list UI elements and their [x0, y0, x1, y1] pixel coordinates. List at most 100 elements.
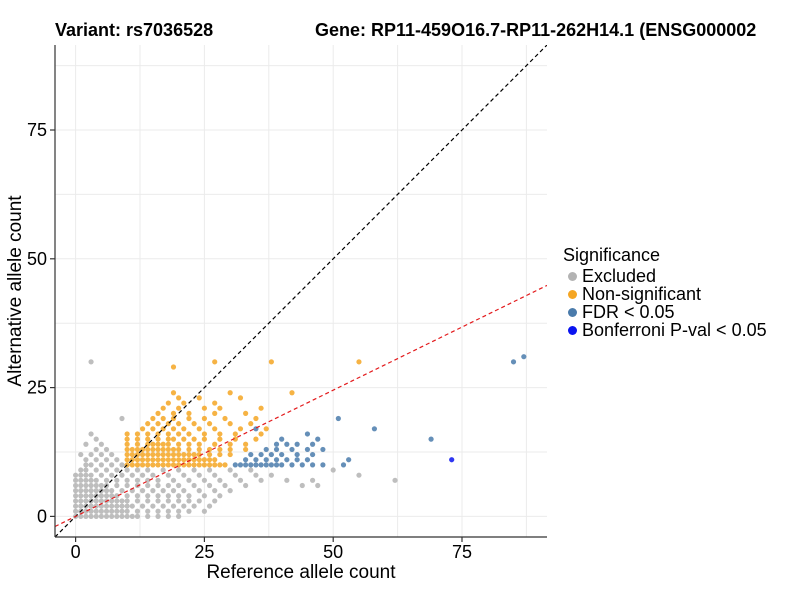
point-excluded [93, 457, 99, 463]
point-excluded [139, 488, 146, 494]
point-fdr-0-05 [309, 441, 316, 447]
point-non-significant [155, 446, 161, 453]
point-excluded [227, 488, 233, 494]
point-non-significant [191, 451, 197, 458]
point-excluded [78, 498, 84, 504]
point-excluded [176, 513, 182, 519]
point-excluded [88, 451, 94, 458]
point-excluded [78, 467, 84, 473]
point-non-significant [289, 390, 295, 396]
point-excluded [119, 415, 125, 422]
point-excluded [73, 508, 79, 514]
point-excluded [103, 513, 110, 519]
point-excluded [227, 467, 233, 473]
point-excluded [119, 503, 125, 509]
point-excluded [160, 488, 166, 494]
point-excluded [356, 472, 362, 478]
point-excluded [88, 493, 94, 499]
point-excluded [134, 467, 141, 473]
point-non-significant [145, 431, 151, 437]
point-excluded [145, 513, 151, 519]
point-excluded [119, 508, 125, 514]
point-excluded [73, 472, 79, 478]
point-non-significant [134, 462, 141, 468]
point-non-significant [134, 436, 141, 442]
point-excluded [330, 467, 336, 473]
legend-label-fdr: FDR < 0.05 [582, 301, 675, 322]
point-non-significant [356, 359, 362, 365]
point-excluded [119, 513, 125, 519]
point-fdr-0-05 [248, 462, 254, 468]
point-fdr-0-05 [263, 462, 269, 468]
point-excluded [176, 493, 182, 499]
point-excluded [114, 467, 120, 473]
point-excluded [170, 477, 177, 483]
reference-line-fit [55, 284, 547, 528]
point-non-significant [176, 395, 182, 401]
point-non-significant [170, 436, 177, 442]
legend-label-excluded: Excluded [582, 265, 657, 286]
point-non-significant [170, 451, 177, 458]
point-non-significant [165, 462, 171, 468]
point-excluded [114, 498, 120, 504]
point-excluded [109, 488, 115, 494]
point-non-significant [170, 426, 177, 432]
point-excluded [103, 493, 110, 499]
point-non-significant [253, 415, 259, 422]
point-excluded [73, 503, 79, 509]
x-tick-label: 50 [323, 542, 343, 562]
point-excluded [145, 508, 151, 514]
point-fdr-0-05 [304, 446, 311, 453]
y-tick-label: 0 [37, 506, 47, 526]
point-non-significant [201, 436, 208, 442]
point-fdr-0-05 [273, 441, 280, 447]
point-excluded [191, 503, 197, 509]
point-non-significant [165, 441, 171, 447]
point-non-significant [160, 405, 166, 411]
point-non-significant [243, 446, 249, 453]
legend-dot-non-significant [568, 289, 577, 299]
point-fdr-0-05 [304, 431, 311, 437]
point-excluded [83, 467, 89, 473]
point-non-significant [145, 436, 151, 442]
point-excluded [196, 498, 202, 504]
legend-item-fdr: FDR < 0.05 [563, 301, 767, 322]
point-non-significant [191, 436, 197, 442]
point-non-significant [124, 446, 130, 453]
point-excluded [201, 493, 208, 499]
point-non-significant [124, 431, 130, 437]
point-excluded [155, 482, 161, 489]
point-excluded [124, 503, 130, 509]
point-excluded [109, 503, 115, 509]
point-excluded [88, 503, 94, 509]
point-excluded [83, 472, 89, 478]
legend-dot-excluded [568, 271, 577, 281]
point-non-significant [129, 446, 135, 453]
x-tick-label: 75 [452, 542, 472, 562]
point-excluded [73, 482, 79, 489]
point-non-significant [124, 457, 130, 463]
point-excluded [119, 462, 125, 468]
point-non-significant [206, 446, 213, 453]
point-fdr-0-05 [279, 462, 285, 468]
point-non-significant [150, 426, 156, 432]
point-non-significant [212, 410, 218, 416]
point-excluded [181, 503, 187, 509]
point-fdr-0-05 [248, 451, 254, 458]
point-excluded [150, 503, 156, 509]
point-excluded [109, 472, 115, 478]
point-excluded [186, 508, 192, 514]
point-non-significant [196, 426, 202, 432]
point-non-significant [181, 426, 187, 432]
point-excluded [109, 462, 115, 468]
point-excluded [93, 498, 99, 504]
point-excluded [103, 467, 110, 473]
point-excluded [176, 467, 182, 473]
point-excluded [299, 482, 305, 489]
point-non-significant [165, 431, 171, 437]
point-excluded [119, 498, 125, 504]
point-non-significant [201, 431, 208, 437]
point-non-significant [217, 446, 223, 453]
point-non-significant [155, 436, 161, 442]
